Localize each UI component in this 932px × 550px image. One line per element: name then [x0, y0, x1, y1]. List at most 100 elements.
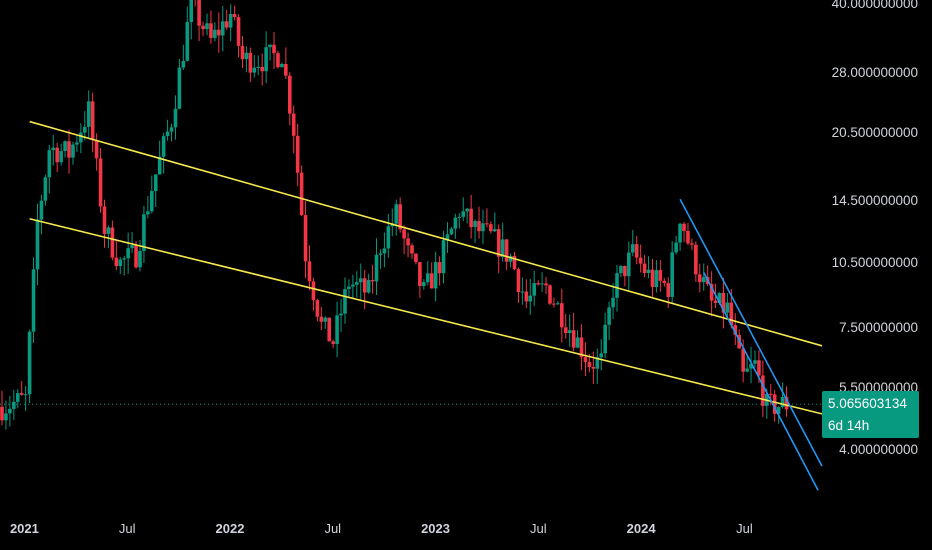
trendlines[interactable]	[29, 120, 823, 491]
candle-body	[630, 244, 635, 253]
candle-body	[650, 269, 655, 288]
candle-body	[244, 52, 249, 60]
x-tick-label: Jul	[736, 521, 753, 536]
candle-body	[86, 101, 91, 127]
candle-body	[757, 360, 761, 376]
candle-body	[670, 252, 674, 297]
candle-body	[776, 406, 781, 414]
candle-body	[378, 253, 383, 255]
candle-body	[662, 280, 667, 284]
candle-body	[161, 136, 166, 157]
candle-body	[323, 317, 328, 322]
candle-body	[500, 239, 505, 257]
candle-body	[232, 14, 237, 18]
candle-body	[311, 281, 316, 301]
candle-body	[627, 252, 631, 277]
candle-body	[79, 132, 83, 143]
candlestick-series	[0, 0, 789, 430]
candle-body	[654, 270, 659, 288]
candle-body	[382, 248, 387, 254]
candle-body	[51, 147, 56, 151]
candle-body	[39, 200, 44, 220]
candle-body	[351, 284, 355, 287]
candle-body	[110, 227, 115, 258]
candle-body	[579, 337, 584, 358]
candle-body	[599, 353, 604, 358]
last-price-label: 5.065603134 6d 14h	[822, 391, 919, 438]
candle-body	[666, 283, 671, 297]
candle-body	[587, 361, 592, 367]
candle-body	[12, 401, 16, 409]
candle-body	[453, 217, 458, 229]
candle-body	[47, 150, 52, 178]
candle-body	[745, 368, 749, 372]
candle-body	[197, 0, 201, 26]
candle-body	[118, 259, 123, 267]
y-tick-label: 7.500000000	[839, 320, 918, 336]
candle-body	[713, 300, 718, 303]
candle-body	[153, 174, 158, 192]
candle-body	[185, 22, 190, 61]
candle-body	[63, 141, 67, 152]
candle-body	[418, 262, 422, 286]
candle-body	[571, 330, 576, 348]
candle-body	[4, 413, 8, 421]
candle-body	[492, 229, 497, 232]
candle-body	[355, 282, 359, 285]
candle-body	[264, 47, 268, 72]
candle-body	[122, 258, 127, 260]
wedge-lower-trendline[interactable]	[703, 272, 819, 491]
candle-body	[725, 302, 730, 313]
candle-body	[169, 127, 174, 132]
candle-body	[90, 101, 95, 141]
candle-body	[433, 262, 438, 289]
candle-body	[642, 263, 647, 274]
candle-body	[489, 224, 493, 232]
candle-body	[575, 337, 580, 348]
candle-body	[697, 274, 702, 283]
candle-body	[607, 307, 611, 325]
candle-body	[280, 63, 284, 68]
lower-channel-trendline[interactable]	[29, 217, 823, 415]
y-tick-label: 40.000000000	[831, 0, 918, 11]
candle-body	[201, 25, 205, 30]
y-tick-label: 4.000000000	[839, 442, 918, 457]
candle-body	[772, 394, 777, 414]
candle-body	[248, 52, 253, 73]
candle-body	[236, 17, 241, 46]
candle-body	[749, 363, 753, 369]
candle-body	[43, 177, 48, 201]
candle-body	[709, 284, 714, 301]
candle-body	[733, 325, 738, 335]
candle-body	[138, 250, 142, 268]
candle-body	[106, 227, 111, 234]
candle-body	[686, 230, 690, 244]
candle-body	[729, 302, 734, 326]
candle-body	[532, 283, 537, 296]
candle-body	[240, 45, 245, 60]
candle-body	[560, 303, 564, 328]
candle-body	[611, 297, 615, 308]
candle-body	[252, 67, 257, 73]
wedge-upper-trendline[interactable]	[679, 198, 823, 467]
candle-body	[552, 303, 556, 305]
candle-body	[213, 29, 217, 38]
candle-body	[638, 257, 643, 264]
candle-body	[335, 315, 339, 344]
candle-body	[496, 229, 501, 257]
candle-body	[370, 280, 375, 282]
candle-body	[741, 348, 745, 372]
candle-body	[23, 394, 28, 396]
candle-body	[634, 244, 639, 258]
candle-body	[465, 208, 469, 212]
candle-body	[224, 21, 229, 28]
candle-body	[422, 282, 426, 286]
candle-body	[315, 300, 320, 317]
candle-body	[441, 240, 446, 274]
upper-channel-trendline[interactable]	[29, 120, 823, 347]
candle-body	[544, 283, 548, 286]
candle-body	[303, 215, 308, 262]
candle-body	[406, 238, 410, 246]
candle-body	[524, 291, 529, 302]
